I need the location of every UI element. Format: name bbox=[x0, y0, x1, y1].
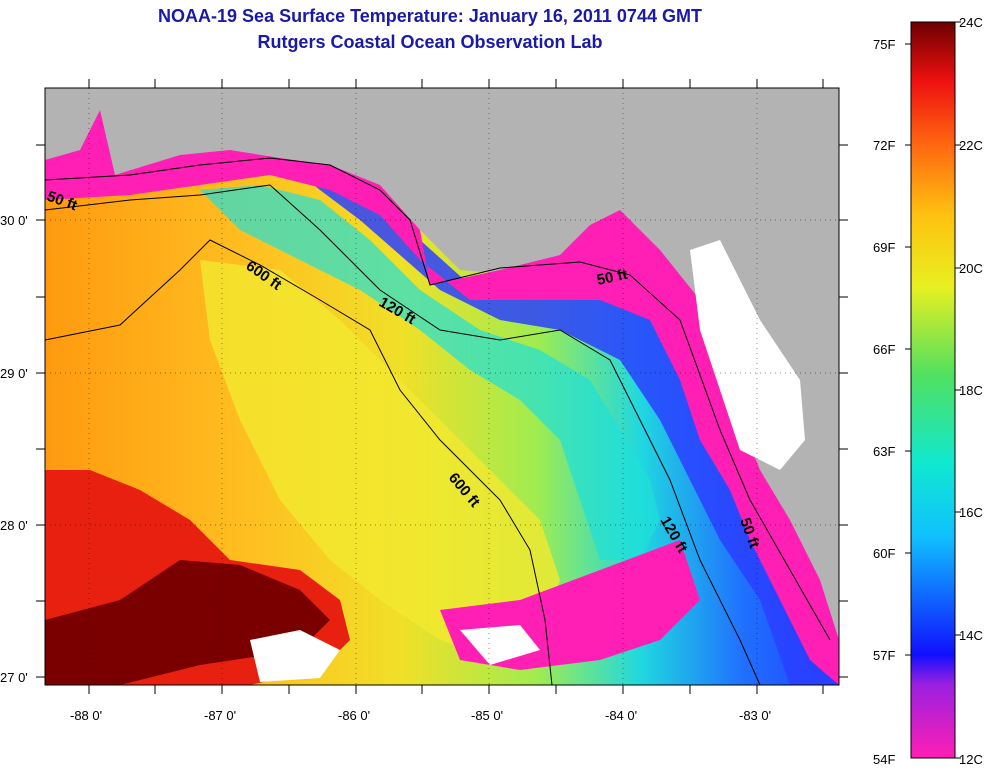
colorbar-c-16: 16C bbox=[959, 505, 983, 520]
lat-label-28: 28 0' bbox=[0, 518, 28, 533]
colorbar-c-20: 20C bbox=[959, 261, 983, 276]
colorbar-gradient bbox=[910, 21, 956, 759]
colorbar-f-72: 72F bbox=[873, 138, 895, 153]
lon-label-85: -85 0' bbox=[471, 708, 503, 723]
depth-label-50ft-bigbend: 50 ft bbox=[595, 266, 629, 289]
colorbar-c-18: 18C bbox=[959, 383, 983, 398]
lat-label-30: 30 0' bbox=[0, 213, 28, 228]
colorbar-c-24: 24C bbox=[959, 15, 983, 30]
lat-label-29: 29 0' bbox=[0, 366, 28, 381]
contour-600ft bbox=[45, 239, 553, 685]
lon-label-83: -83 0' bbox=[739, 708, 771, 723]
bathymetry-contours bbox=[45, 157, 831, 685]
colorbar-c-14: 14C bbox=[959, 628, 983, 643]
transition-water bbox=[200, 185, 660, 560]
lon-label-86: -86 0' bbox=[338, 708, 370, 723]
cold-shelf-water bbox=[290, 165, 839, 685]
axis-ticks bbox=[36, 79, 848, 694]
cloud-patch-east bbox=[690, 240, 805, 470]
contour-120ft bbox=[45, 184, 761, 685]
map-title: NOAA-19 Sea Surface Temperature: January… bbox=[158, 6, 702, 26]
colorbar-f-66: 66F bbox=[873, 342, 895, 357]
colorbar-f-60: 60F bbox=[873, 546, 895, 561]
colorbar-c-22: 22C bbox=[959, 138, 983, 153]
coastal-cold-water bbox=[45, 110, 839, 685]
cloud-patch-se-white bbox=[460, 625, 540, 665]
colorbar-f-63: 63F bbox=[873, 444, 895, 459]
contour-50ft bbox=[45, 157, 831, 641]
colorbar-ticks bbox=[905, 21, 961, 759]
warm-water bbox=[200, 260, 560, 660]
map-subtitle: Rutgers Coastal Ocean Observation Lab bbox=[257, 32, 603, 52]
lon-label-84: -84 0' bbox=[605, 708, 637, 723]
lon-label-87: -87 0' bbox=[204, 708, 236, 723]
cloud-patch-south bbox=[250, 630, 340, 682]
lon-label-88: -88 0' bbox=[70, 708, 102, 723]
map-frame bbox=[44, 87, 840, 686]
colorbar: 75F 72F 69F 66F 63F 60F 57F 54F 24C 22C … bbox=[873, 15, 983, 767]
colorbar-f-54: 54F bbox=[873, 752, 895, 767]
colorbar-f-69: 69F bbox=[873, 240, 895, 255]
colorbar-f-57: 57F bbox=[873, 648, 895, 663]
colorbar-c-12: 12C bbox=[959, 752, 983, 767]
sst-image: 50 ft 600 ft 120 ft 50 ft 600 ft 120 ft … bbox=[45, 88, 839, 685]
lat-label-27: 27 0' bbox=[0, 670, 28, 685]
colorbar-f-75: 75F bbox=[873, 37, 895, 52]
